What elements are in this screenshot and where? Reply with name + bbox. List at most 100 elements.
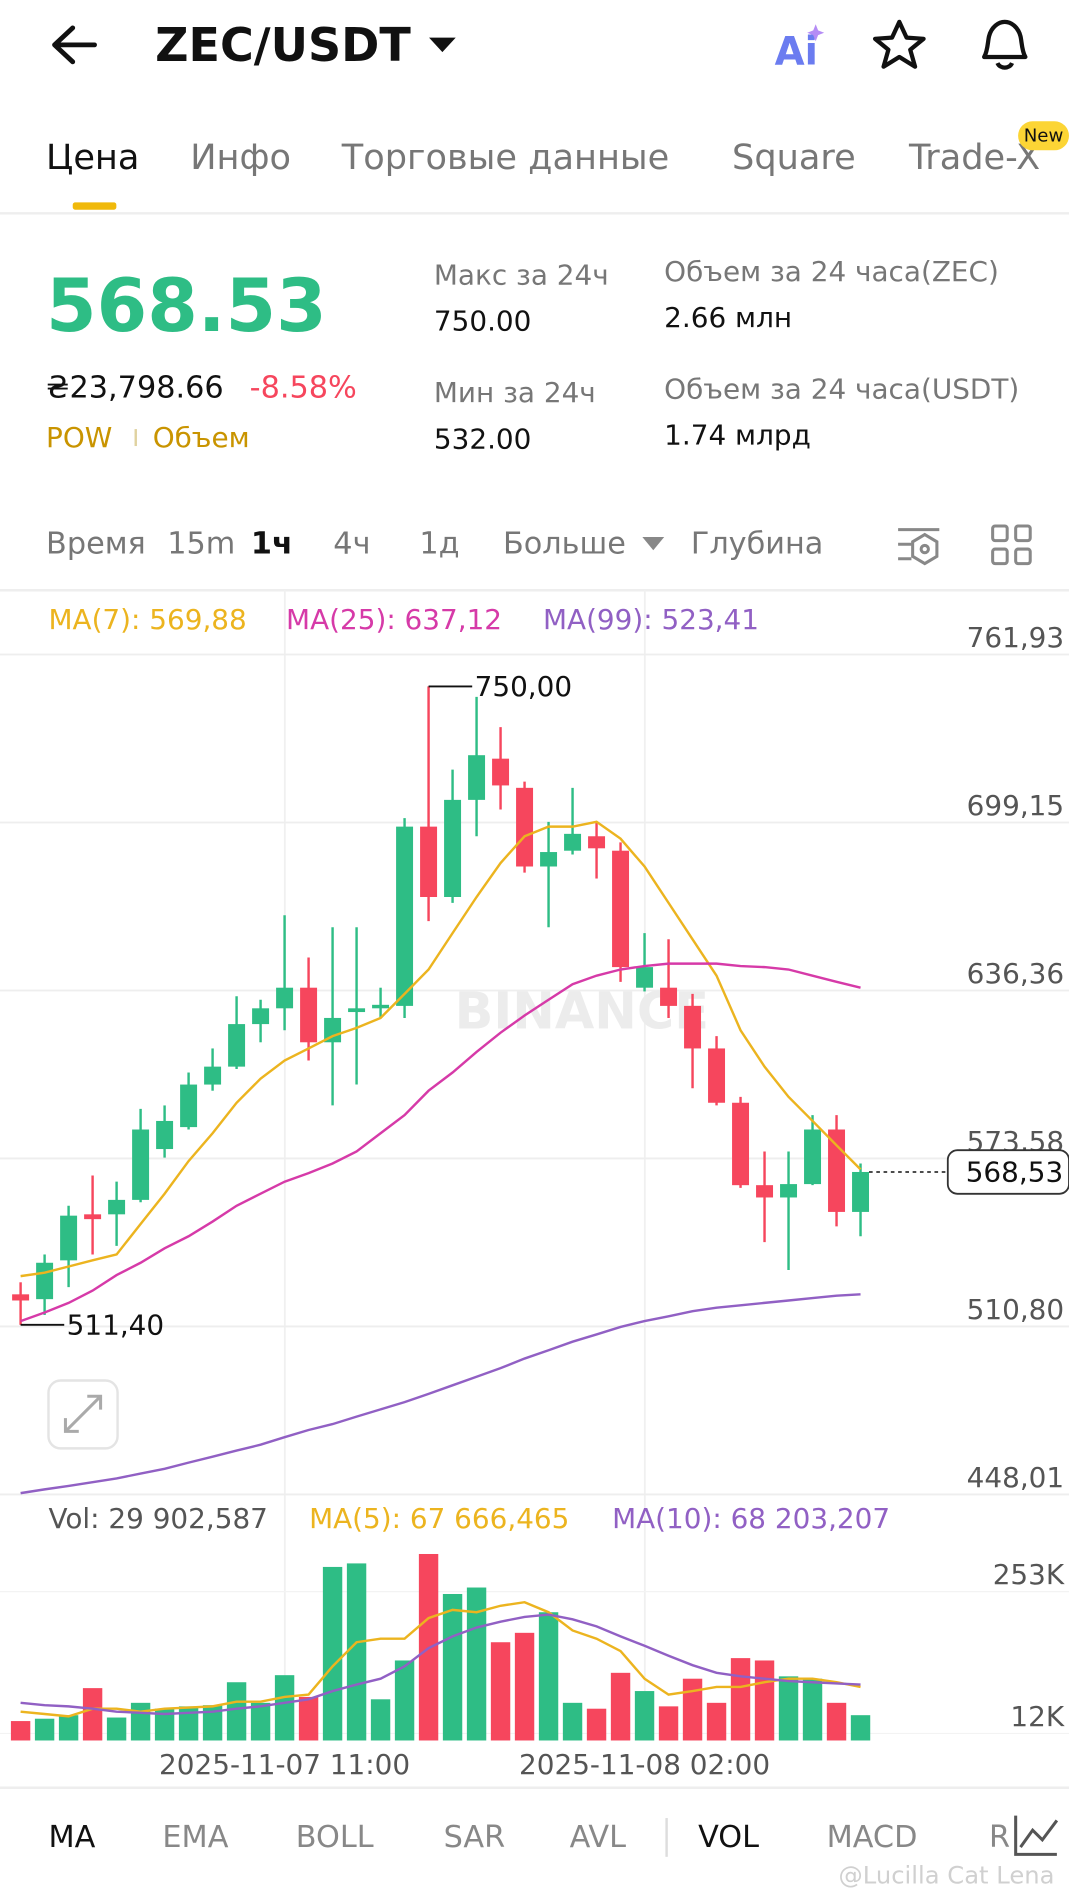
candle-body: [108, 1199, 126, 1215]
volume-bar: [634, 1691, 655, 1741]
tab[interactable]: Square: [732, 137, 856, 178]
volume-bar: [34, 1718, 55, 1741]
ai-button[interactable]: Ai: [775, 24, 825, 75]
timeframe[interactable]: Глубина: [691, 527, 824, 562]
tag[interactable]: Объем: [153, 421, 250, 454]
volume-bar: [610, 1672, 631, 1741]
candle-body: [780, 1184, 798, 1198]
candle-body: [396, 826, 414, 1006]
candle-body: [612, 850, 630, 968]
tab[interactable]: Инфо: [190, 137, 291, 178]
ai-sparkle: [807, 24, 825, 42]
timeframe[interactable]: 15m: [167, 527, 235, 562]
watermark: @Lucilla Cat Lena: [839, 1861, 1055, 1890]
favorite-button[interactable]: [872, 19, 926, 69]
y-tick-label: 510,80: [967, 1293, 1064, 1326]
volume-ma-legend: MA(5): 67 666,465: [309, 1502, 569, 1535]
volume-bar: [178, 1706, 199, 1741]
timeframe[interactable]: 1ч: [251, 527, 293, 562]
candle-body: [300, 987, 318, 1043]
candle-body: [828, 1129, 846, 1212]
tab[interactable]: Trade-X: [908, 137, 1040, 178]
timeframe-bar: Время 15m 1ч 4ч 1д Больше Глубина: [46, 527, 823, 562]
tab[interactable]: Цена: [46, 137, 139, 178]
alert-button[interactable]: [982, 19, 1028, 70]
volume-bar: [58, 1715, 79, 1741]
candle-body: [180, 1084, 198, 1128]
stat-value: 1.74 млрд: [664, 419, 811, 452]
candle-body: [276, 987, 294, 1009]
timeframe[interactable]: 4ч: [333, 527, 370, 562]
indicator[interactable]: MA: [48, 1820, 95, 1855]
price-chart: 448,01510,80573,58636,36699,15761,93BINA…: [0, 603, 1069, 1781]
stat-value: 532.00: [434, 422, 531, 455]
fiat-price: ₴23,798.66: [46, 370, 224, 405]
annotation-label: 750,00: [475, 670, 572, 703]
volume-bar: [778, 1676, 799, 1741]
volume-bar: [106, 1717, 127, 1741]
indicator[interactable]: AVL: [570, 1820, 627, 1855]
candle-body: [468, 755, 486, 800]
expand-button[interactable]: [47, 1379, 119, 1450]
candle-body: [252, 1008, 270, 1025]
ma-legend: MA(7): 569,88: [48, 603, 246, 636]
volume-bar: [250, 1702, 271, 1741]
indicator[interactable]: R: [989, 1820, 1010, 1855]
stat-value: 750.00: [434, 305, 531, 338]
last-price: 568.53: [46, 264, 327, 349]
volume-bar: [82, 1688, 103, 1741]
volume-bar: [226, 1682, 247, 1741]
volume-legend: Vol: 29 902,587: [48, 1502, 267, 1535]
last-price-tag: [946, 1149, 1069, 1195]
candle-body: [852, 1171, 870, 1212]
volume-bar: [394, 1660, 415, 1741]
candle-body: [60, 1215, 78, 1261]
volume-bar: [562, 1702, 583, 1741]
candle-body: [708, 1048, 726, 1103]
timeframe[interactable]: 1д: [419, 527, 459, 562]
timeframe[interactable]: Больше: [503, 527, 626, 562]
candle-body: [804, 1129, 822, 1185]
more-dropdown[interactable]: [642, 536, 665, 551]
volume-bar: [706, 1702, 727, 1741]
volume-bar: [490, 1642, 511, 1741]
layout-button[interactable]: [991, 524, 1032, 566]
volume-bar: [442, 1593, 463, 1741]
stat-label: Объем за 24 часа(ZEC): [664, 255, 999, 288]
ma-line: [20, 1613, 861, 1716]
chart-settings-button[interactable]: [898, 528, 940, 566]
candle-body: [204, 1066, 222, 1085]
indicator[interactable]: SAR: [444, 1820, 506, 1855]
volume-bar: [682, 1678, 703, 1741]
indicator-bar: MA EMA BOLL SAR AVL VOL MACD R: [48, 1820, 1010, 1855]
stat-label: Объем за 24 часа(USDT): [664, 373, 1019, 406]
volume-bar: [298, 1696, 319, 1741]
candle-body: [636, 967, 654, 988]
volume-ma-legend: MA(10): 68 203,207: [612, 1502, 890, 1535]
pair-title[interactable]: ZEC/USDT: [155, 18, 411, 72]
indicator[interactable]: BOLL: [296, 1820, 374, 1855]
volume-bar: [154, 1708, 175, 1741]
indicator[interactable]: MACD: [827, 1820, 918, 1855]
ma-line: [20, 962, 861, 1323]
candle-body: [660, 987, 678, 1006]
tab[interactable]: Торговые данные: [341, 137, 669, 178]
candle-body: [732, 1102, 750, 1186]
indicator-settings-button[interactable]: [1014, 1815, 1059, 1856]
back-button[interactable]: [52, 25, 97, 65]
candle-body: [12, 1294, 30, 1301]
last-price-label: 568,53: [966, 1155, 1063, 1188]
volume-bar: [274, 1675, 295, 1741]
tag[interactable]: POW: [46, 421, 112, 454]
candle-body: [228, 1024, 246, 1067]
volume-tick-label: 253K: [993, 1558, 1065, 1591]
stat-value: 2.66 млн: [664, 301, 792, 334]
volume-bar: [322, 1566, 343, 1741]
pair-dropdown[interactable]: [429, 37, 456, 53]
volume-bar: [658, 1706, 679, 1741]
indicator[interactable]: VOL: [698, 1820, 759, 1855]
candle-body: [324, 1017, 342, 1043]
indicator[interactable]: EMA: [162, 1820, 228, 1855]
